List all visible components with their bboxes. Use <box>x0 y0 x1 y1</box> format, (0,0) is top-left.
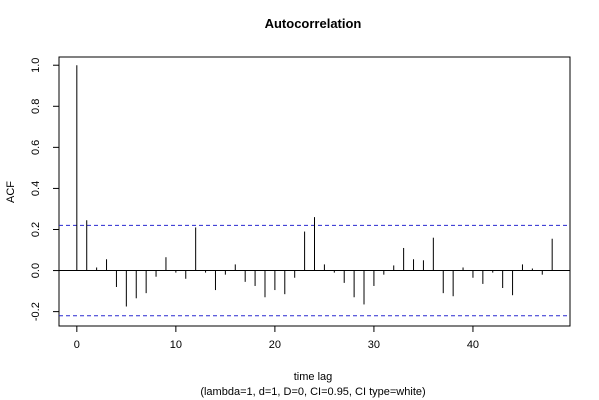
y-tick-label: 0.8 <box>30 99 42 114</box>
x-tick-label: 30 <box>368 339 380 351</box>
plot-frame <box>58 56 571 327</box>
plot-layer: 0 10 20 30 40 -0.2 0.0 0.2 0.4 0.6 0.8 1.0 <box>30 56 571 351</box>
y-tick-label: 1.0 <box>30 58 42 73</box>
y-tick-label: 0.2 <box>30 222 42 237</box>
y-tick-label: 0.4 <box>30 181 42 196</box>
x-tick-label: 20 <box>269 339 281 351</box>
x-axis-label: time lag <box>294 371 333 383</box>
chart-title: Autocorrelation <box>265 16 362 31</box>
x-tick-label: 0 <box>74 339 80 351</box>
x-axis-subtitle: (lambda=1, d=1, D=0, CI=0.95, CI type=wh… <box>200 386 425 398</box>
y-tick-label: -0.2 <box>30 302 42 321</box>
y-tick-label: 0.0 <box>30 263 42 278</box>
x-tick-label: 40 <box>467 339 479 351</box>
y-axis-label: ACF <box>5 181 17 203</box>
y-tick-label: 0.6 <box>30 140 42 155</box>
x-tick-label: 10 <box>170 339 182 351</box>
